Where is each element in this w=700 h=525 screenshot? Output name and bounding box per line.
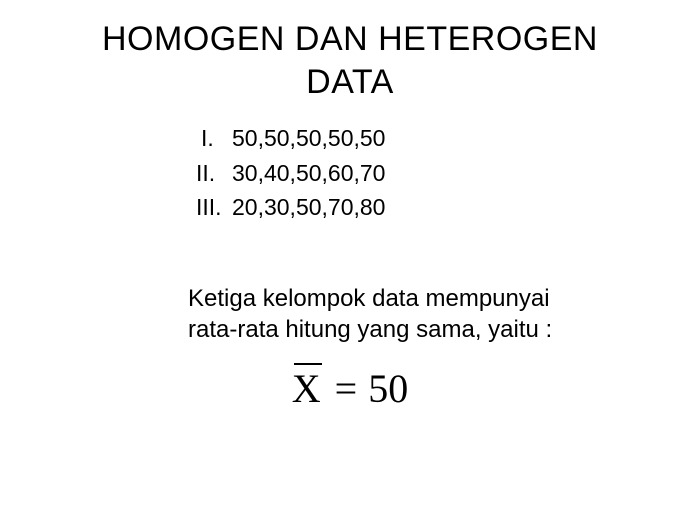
list-item: II. 30,40,50,60,70 [196,156,700,191]
formula-variable: X [292,366,321,411]
description-line-2: rata-rata hitung yang sama, yaitu : [188,314,700,345]
description-line-1: Ketiga kelompok data mempunyai [188,283,700,314]
data-list: I. 50,50,50,50,50 II. 30,40,50,60,70 III… [196,121,700,225]
overline-icon [294,363,322,365]
list-text: 30,40,50,60,70 [232,156,385,191]
formula-value: 50 [368,366,408,411]
list-text: 50,50,50,50,50 [232,121,385,156]
list-text: 20,30,50,70,80 [232,190,385,225]
list-marker: I. [196,121,232,156]
title-line-2: DATA [0,61,700,104]
x-bar-symbol: X [292,365,321,412]
description-text: Ketiga kelompok data mempunyai rata-rata… [188,283,700,345]
formula: X = 50 [0,365,700,412]
list-item: III. 20,30,50,70,80 [196,190,700,225]
title-line-1: HOMOGEN DAN HETEROGEN [0,18,700,61]
slide-title: HOMOGEN DAN HETEROGEN DATA [0,0,700,103]
equals-sign: = [335,366,355,411]
list-item: I. 50,50,50,50,50 [196,121,700,156]
list-marker: II. [196,156,232,191]
list-marker: III. [196,190,232,225]
formula-expression: X = 50 [292,365,408,412]
